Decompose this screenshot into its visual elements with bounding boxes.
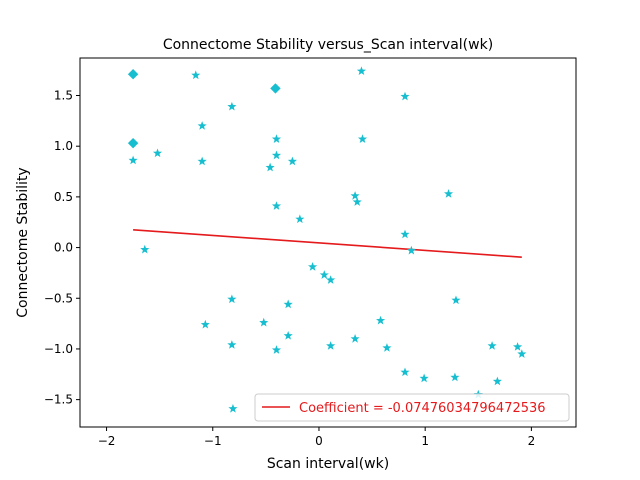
data-point-diamond [127, 137, 139, 149]
data-point-star [400, 367, 410, 377]
data-point-star [319, 270, 329, 279]
data-point-star [419, 373, 429, 383]
legend-label: Coefficient = -0.07476034796472536 [299, 401, 546, 416]
legend: Coefficient = -0.07476034796472536 [254, 393, 570, 422]
data-point-star [227, 294, 237, 304]
data-point-star [228, 403, 238, 413]
data-point-star [492, 376, 502, 386]
data-point-star [259, 317, 269, 327]
data-point-star [400, 229, 410, 239]
data-point-star [271, 345, 282, 354]
data-point-star [197, 121, 207, 130]
data-point-star [271, 150, 282, 160]
axes-frame [79, 57, 577, 428]
data-point-star [295, 214, 305, 224]
data-point-star [326, 275, 336, 284]
y-tick-label: −1.5 [44, 393, 73, 407]
regression-line [133, 229, 522, 258]
data-point-star [450, 372, 460, 382]
x-tick-label: 0 [315, 434, 323, 448]
axis-ticks: −2 −1 0 1 2 −1.5 −1.0 −0.5 0.0 0.5 1.0 1.5 [44, 89, 535, 448]
data-point-star [128, 155, 138, 165]
y-axis-title: Connectome Stability [15, 167, 31, 317]
y-tick-label: 1.0 [54, 139, 73, 153]
data-point-star [443, 189, 454, 198]
data-point-star [350, 334, 360, 343]
data-point-star [283, 299, 293, 309]
data-point-star [376, 315, 386, 325]
data-point-star [350, 191, 360, 200]
x-tick-label: −2 [98, 434, 116, 448]
data-point-star [352, 197, 362, 206]
data-point-star [271, 134, 282, 143]
x-axis-title: Scan interval(wk) [267, 456, 389, 472]
chart-title: Connectome Stability versus_Scan interva… [163, 37, 493, 53]
data-point-star [200, 319, 210, 329]
data-point-star [406, 245, 416, 255]
data-point-star [308, 262, 318, 271]
data-point-star [326, 341, 336, 350]
y-tick-label: 0.5 [54, 190, 73, 204]
data-point-star [140, 244, 150, 254]
data-point-diamond [127, 69, 139, 80]
y-tick-label: 1.5 [54, 89, 73, 103]
data-point-diamond [270, 83, 281, 94]
data-point-star [227, 101, 237, 111]
data-point-star [265, 162, 275, 172]
data-point-star [357, 134, 368, 143]
data-point-star [283, 330, 293, 340]
y-tick-label: −1.0 [44, 342, 73, 356]
data-point-star [191, 70, 201, 80]
y-tick-label: 0.0 [54, 241, 73, 255]
data-point-star [400, 91, 410, 101]
x-tick-label: 2 [528, 434, 536, 448]
plot-area [127, 66, 527, 413]
data-point-star [271, 201, 282, 210]
data-point-star [451, 295, 461, 305]
data-point-star [152, 148, 163, 158]
x-tick-label: −1 [204, 434, 222, 448]
x-tick-label: 1 [421, 434, 429, 448]
data-point-star [356, 66, 367, 76]
data-point-star [513, 342, 523, 351]
data-point-star [227, 340, 237, 349]
data-point-star [487, 341, 497, 350]
data-point-star [517, 349, 527, 358]
y-tick-label: −0.5 [44, 291, 73, 305]
legend-box [254, 393, 570, 422]
data-point-star [197, 156, 207, 166]
data-point-star [287, 156, 297, 166]
data-point-star [382, 343, 392, 352]
